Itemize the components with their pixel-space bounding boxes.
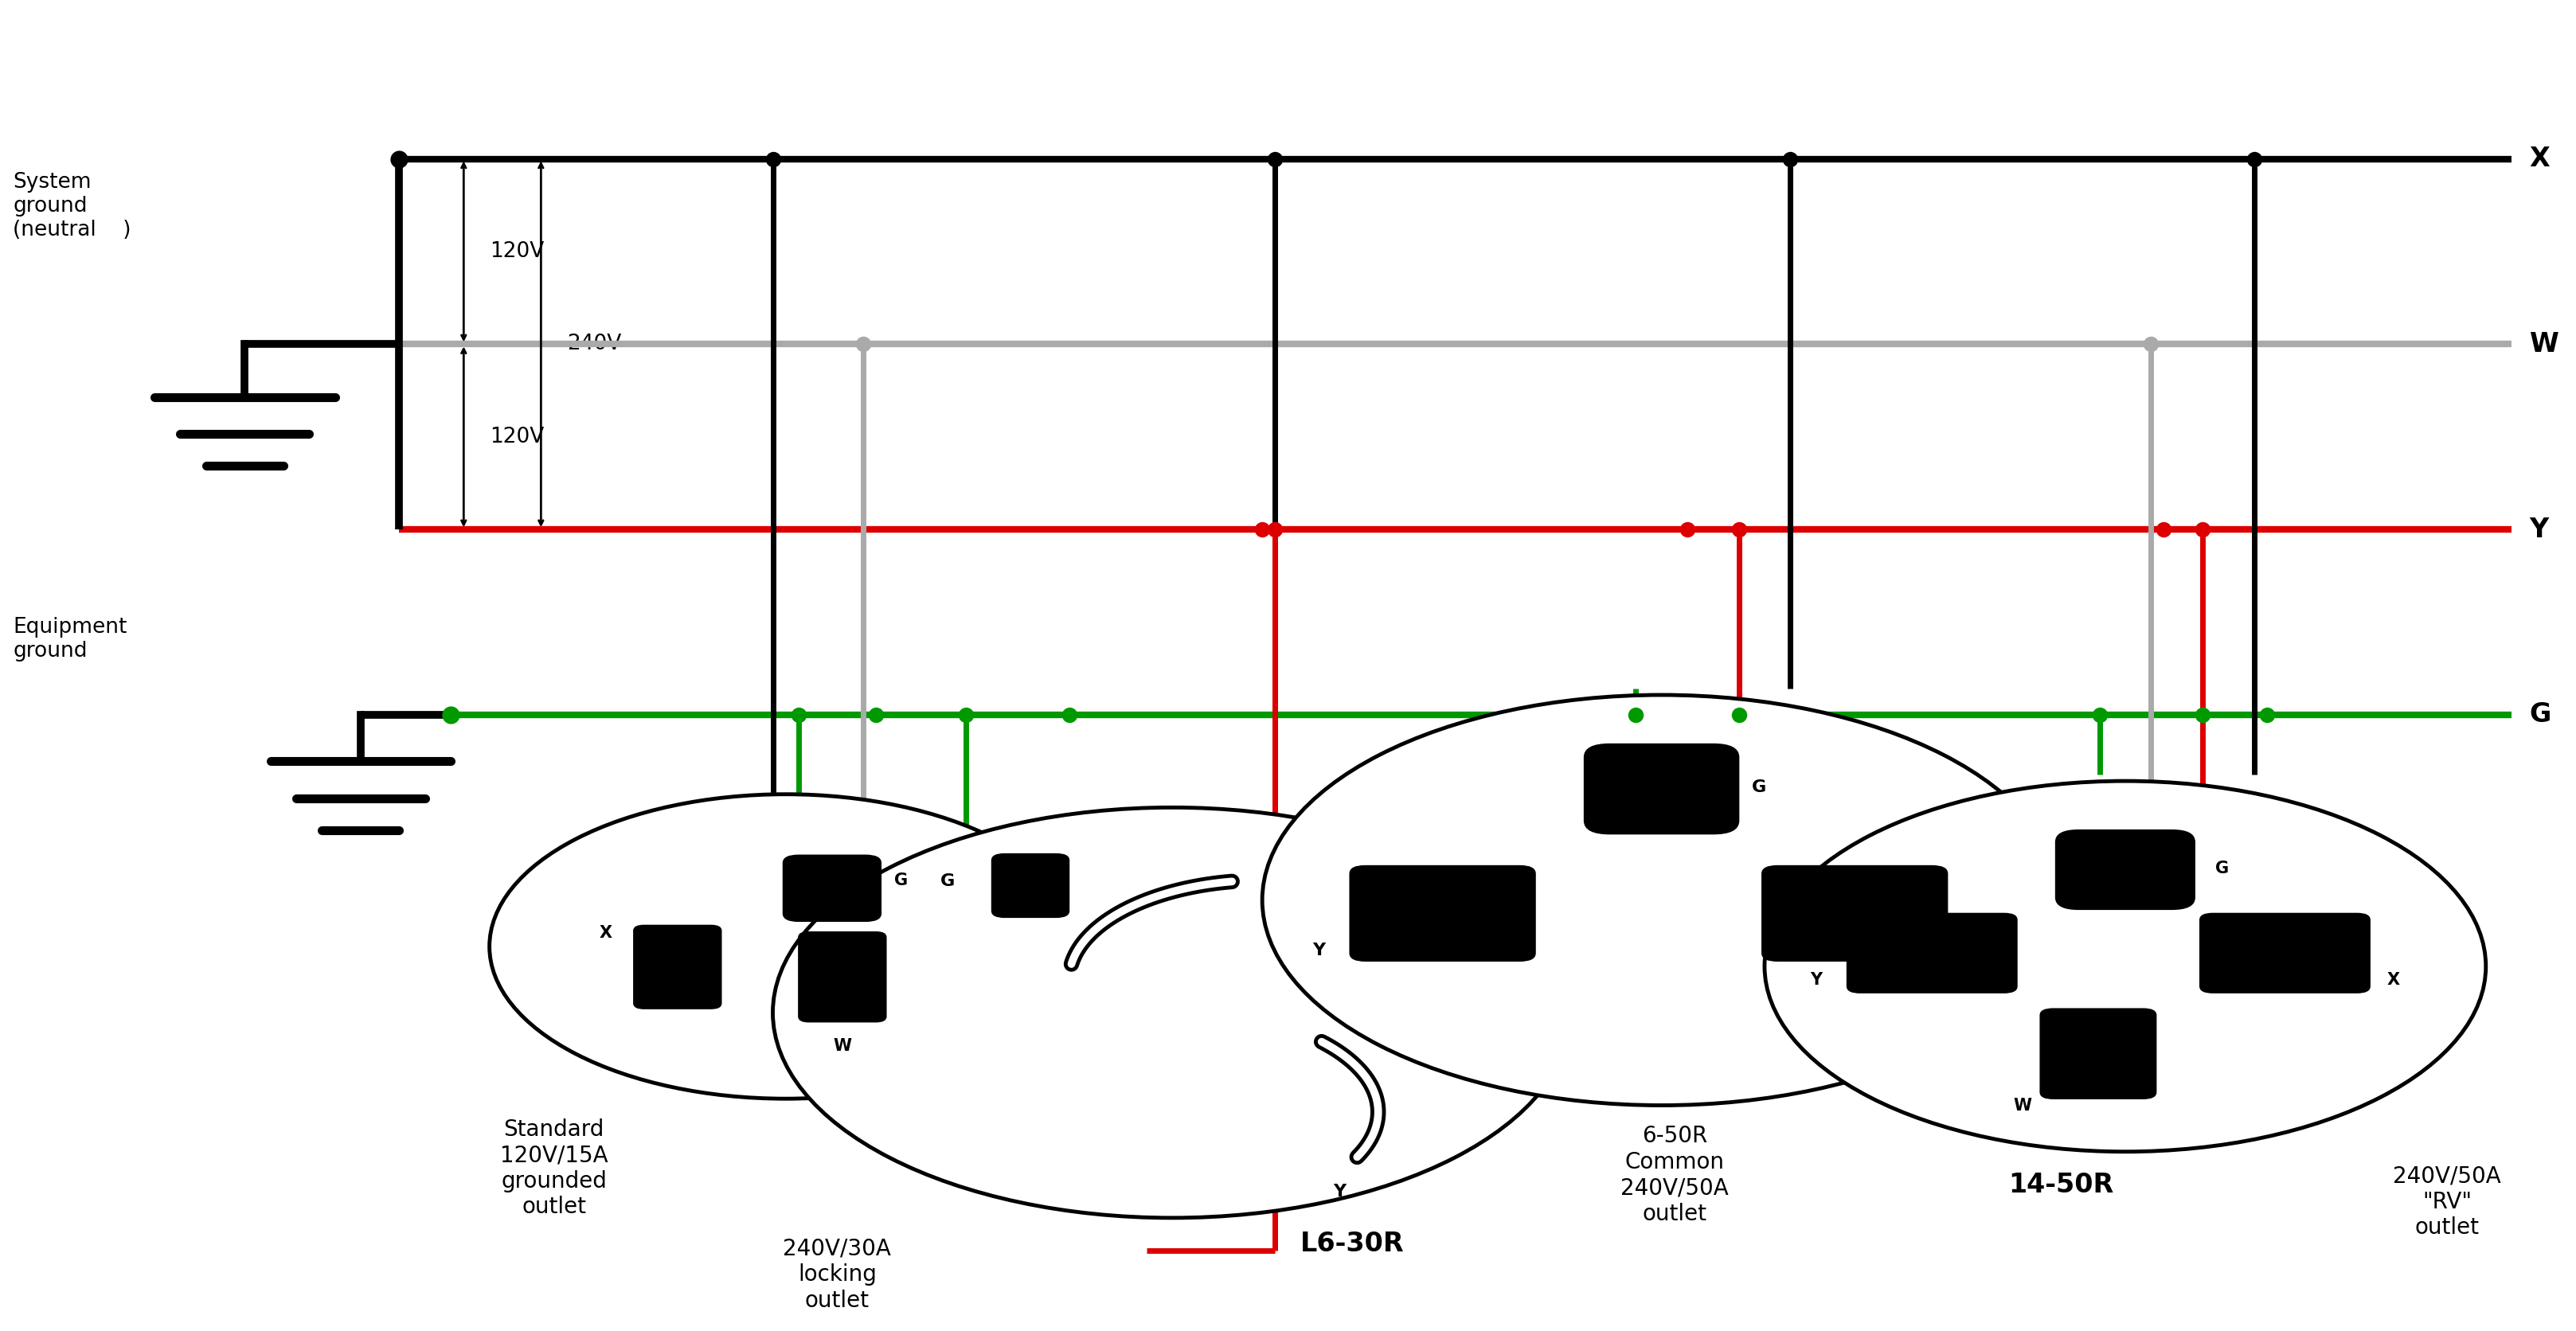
Text: W: W: [2530, 331, 2558, 357]
Text: X: X: [1971, 942, 1986, 958]
Text: System
ground
(neutral    ): System ground (neutral ): [13, 172, 131, 241]
FancyBboxPatch shape: [634, 925, 721, 1009]
Text: G: G: [1752, 780, 1767, 796]
Circle shape: [1262, 695, 2061, 1105]
Text: 5-15R: 5-15R: [896, 1111, 984, 1138]
Text: 120V: 120V: [489, 426, 544, 447]
Text: 240V: 240V: [567, 334, 621, 354]
Text: Y: Y: [1811, 972, 1821, 988]
Circle shape: [1765, 781, 2486, 1151]
Text: X: X: [2530, 145, 2550, 172]
Text: Y: Y: [1334, 1183, 1345, 1199]
FancyBboxPatch shape: [1350, 865, 1535, 961]
Text: G: G: [894, 872, 907, 888]
Text: Y: Y: [1314, 942, 1324, 958]
FancyBboxPatch shape: [1847, 913, 2017, 993]
Text: W: W: [832, 1038, 853, 1054]
FancyBboxPatch shape: [2056, 831, 2195, 909]
Text: Standard
120V/15A
grounded
outlet: Standard 120V/15A grounded outlet: [500, 1118, 608, 1218]
Text: G: G: [940, 873, 956, 889]
Text: 240V/30A
locking
outlet: 240V/30A locking outlet: [783, 1238, 891, 1311]
FancyBboxPatch shape: [799, 932, 886, 1022]
Text: Y: Y: [2530, 516, 2548, 543]
Text: 6-50R
Common
240V/50A
outlet: 6-50R Common 240V/50A outlet: [1620, 1125, 1728, 1225]
Circle shape: [489, 795, 1082, 1098]
FancyBboxPatch shape: [2040, 1009, 2156, 1098]
Text: 14-50R: 14-50R: [2009, 1171, 2112, 1198]
FancyBboxPatch shape: [1584, 744, 1739, 835]
Text: 240V/50A
"RV"
outlet: 240V/50A "RV" outlet: [2393, 1165, 2501, 1239]
Text: X: X: [600, 925, 611, 941]
Text: Equipment
ground: Equipment ground: [13, 618, 126, 662]
FancyBboxPatch shape: [1762, 865, 1947, 961]
Text: G: G: [2530, 701, 2550, 728]
FancyBboxPatch shape: [992, 853, 1069, 917]
Text: L6-30R: L6-30R: [1301, 1231, 1404, 1258]
Text: G: G: [2215, 860, 2228, 876]
Circle shape: [773, 808, 1571, 1218]
Text: X: X: [1422, 912, 1437, 928]
Text: W: W: [2012, 1097, 2032, 1113]
Text: 120V: 120V: [489, 241, 544, 262]
FancyBboxPatch shape: [783, 855, 881, 921]
Text: X: X: [2388, 972, 2398, 988]
FancyBboxPatch shape: [2200, 913, 2370, 993]
